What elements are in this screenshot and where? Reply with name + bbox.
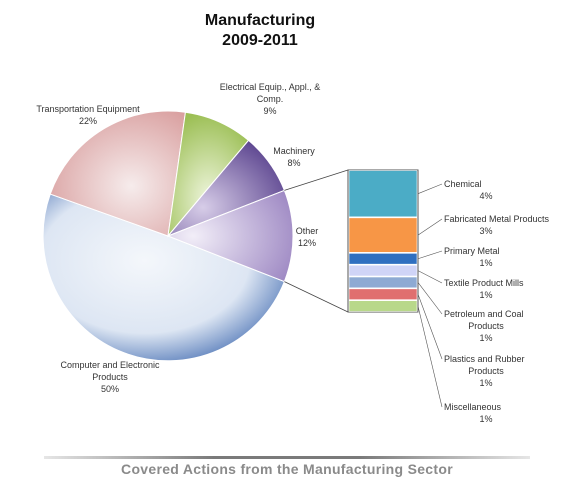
slice-transportation-equipment [49, 110, 187, 237]
connector-line-bottom [284, 281, 349, 313]
leader-line [417, 306, 443, 408]
connector-line-top [284, 169, 349, 191]
other-breakdown-bar-frame [347, 169, 419, 313]
bar-value-label: 1% [479, 378, 492, 388]
chart-title-line1: Manufacturing [204, 12, 316, 29]
bar-segment-primary-metal [348, 253, 418, 265]
leader-line [417, 218, 443, 236]
bar-category-label: Fabricated Metal Products [444, 214, 550, 224]
pie-category-label: Other [296, 226, 319, 236]
pie-category-label: Machinery [273, 146, 315, 156]
pie-value-label: 8% [287, 158, 300, 168]
slice-other [166, 189, 294, 283]
bar-category-label: Petroleum and Coal [444, 309, 524, 319]
leader-line [417, 183, 443, 194]
bar-category-label: Miscellaneous [444, 402, 502, 412]
bar-segment-textile-product-mills [348, 264, 418, 277]
pie-category-label: Computer and Electronic [60, 360, 160, 370]
pie-value-label: 12% [298, 238, 316, 248]
bar-segment-plastics-and-rubber [348, 288, 418, 300]
bar-segment-chemical [348, 170, 418, 218]
pie-category-label: Electrical Equip., Appl., & [220, 82, 321, 92]
bar-segment-petroleum-and-coal [348, 276, 418, 289]
bar-value-label: 1% [479, 290, 492, 300]
pie-category-label: Comp. [257, 94, 284, 104]
bar-segment-miscellaneous [348, 300, 418, 312]
bar-category-label: Products [468, 321, 504, 331]
bar-value-label: 1% [479, 414, 492, 424]
leader-line [417, 282, 443, 315]
bar-value-label: 1% [479, 258, 492, 268]
caption-divider [44, 456, 530, 459]
bar-value-label: 3% [479, 226, 492, 236]
leader-line [417, 294, 443, 360]
pie-category-label: Products [92, 372, 128, 382]
leader-line [417, 270, 443, 284]
bar-value-label: 1% [479, 333, 492, 343]
pie-value-label: 9% [263, 106, 276, 116]
bar-category-label: Primary Metal [444, 246, 500, 256]
chart-title-line2: 2009-2011 [222, 32, 298, 49]
bar-category-label: Chemical [444, 179, 482, 189]
slice-computer-electronic [42, 193, 286, 362]
bar-category-label: Plastics and Rubber [444, 354, 525, 364]
bar-category-label: Textile Product Mills [444, 278, 524, 288]
pie-of-bar-chart: Computer and Electronic Products 50% Transp… [36, 82, 550, 424]
pie-category-label: Transportation Equipment [36, 104, 140, 114]
chart-caption: Covered Actions from the Manufacturing S… [121, 461, 453, 477]
pie-value-label: 22% [79, 116, 97, 126]
bar-value-label: 4% [479, 191, 492, 201]
pie-value-label: 50% [101, 384, 119, 394]
leader-line [417, 250, 443, 260]
bar-category-label: Products [468, 366, 504, 376]
bar-segment-fabricated-metal-products [348, 217, 418, 253]
